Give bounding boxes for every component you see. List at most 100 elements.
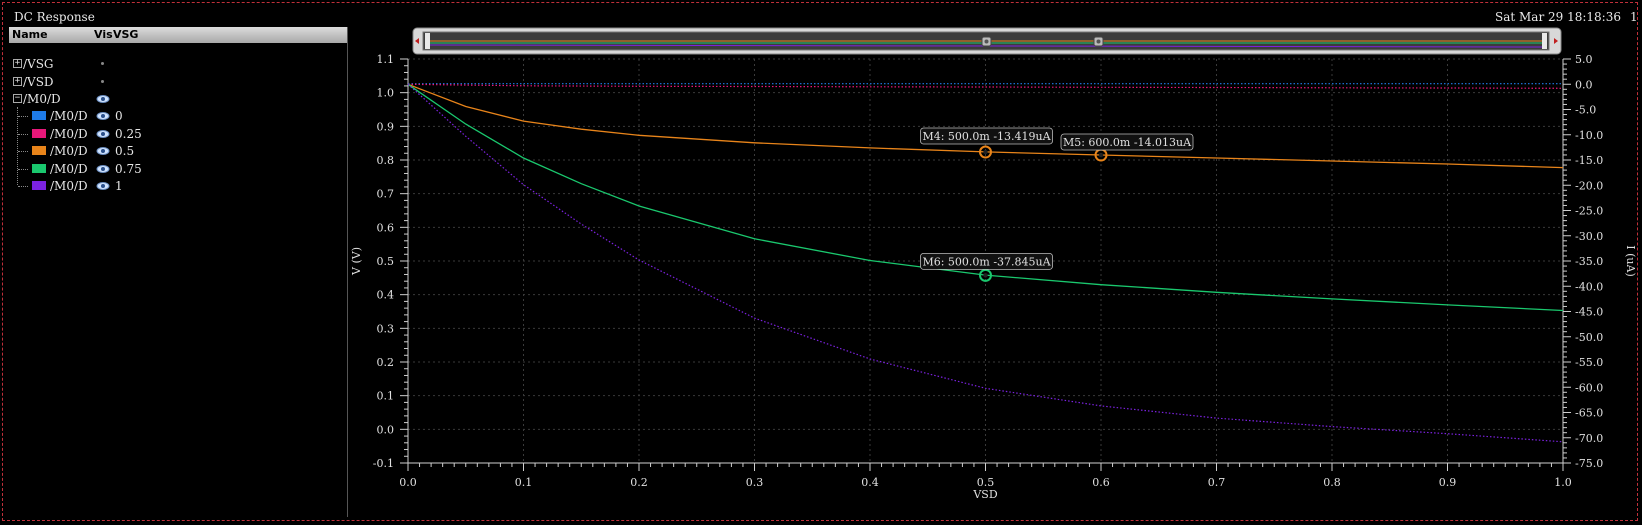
tree-group-row[interactable]: +/VSG — [9, 55, 347, 73]
expand-icon[interactable]: + — [13, 75, 22, 86]
x-tick-label: 0.7 — [1208, 476, 1226, 489]
trace-label: /M0/D — [50, 109, 88, 123]
y-left-tick-label: 0.8 — [377, 154, 395, 167]
y-right-tick-label: -75.0 — [1575, 457, 1603, 470]
y-left-tick-label: 1.1 — [377, 53, 395, 66]
y-right-tick-label: -40.0 — [1575, 280, 1603, 293]
y-left-tick-label: 0.0 — [377, 423, 395, 436]
y-right-tick-label: -25.0 — [1575, 205, 1603, 218]
trace-color-swatch — [32, 181, 46, 190]
x-tick-label: 0.2 — [630, 476, 648, 489]
marker-m4-label-box[interactable] — [920, 127, 1053, 145]
marker-m6-label-box[interactable] — [920, 252, 1053, 270]
y-left-tick-label: 0.9 — [377, 120, 395, 133]
tree-group-label: /M0/D — [23, 92, 61, 106]
visibility-eye-icon[interactable] — [96, 92, 110, 106]
tree-connector — [18, 151, 28, 152]
tree-connector — [17, 107, 18, 185]
window-title: DC Response — [14, 10, 95, 24]
trace-label: /M0/D — [50, 144, 88, 158]
overview-left-handle[interactable] — [425, 33, 430, 49]
trace-row[interactable]: /M0/D 0.25 — [9, 125, 347, 143]
y-right-tick-label: -50.0 — [1575, 331, 1603, 344]
x-axis-title: VSD — [972, 488, 997, 501]
x-tick-label: 0.3 — [746, 476, 764, 489]
visibility-eye-icon[interactable] — [96, 109, 110, 123]
marker-m4-point[interactable] — [979, 145, 992, 159]
trace-color-swatch — [32, 111, 46, 120]
marker-m4-center — [983, 149, 988, 155]
y-left-tick-label: 0.3 — [377, 322, 395, 335]
x-tick-label: 0.6 — [1092, 476, 1110, 489]
x-tick-label: 1.0 — [1554, 476, 1572, 489]
overview-marker-dot — [1096, 39, 1101, 44]
tree-group-label: /VSD — [23, 74, 54, 89]
visibility-eye-icon[interactable] — [96, 162, 110, 176]
expand-icon[interactable]: + — [13, 58, 22, 68]
page-number: 1 — [1630, 10, 1638, 24]
x-tick-label: 0.1 — [515, 476, 533, 489]
scroll-right-arrow-icon[interactable] — [1554, 38, 1558, 44]
trace-row[interactable]: /M0/D 0 — [9, 107, 347, 125]
marker-m6-label: M6: 500.0m -37.845uA — [922, 255, 1051, 268]
visibility-eye-icon[interactable] — [96, 179, 110, 193]
tree-group-row[interactable]: −/M0/D — [9, 90, 347, 108]
y-left-tick-label: 0.6 — [377, 221, 395, 234]
y-right-tick-label: -20.0 — [1575, 179, 1603, 192]
visibility-eye-icon[interactable] — [96, 127, 110, 141]
trace-param-value: 0 — [115, 109, 123, 123]
column-vis[interactable]: Vis — [94, 28, 113, 41]
marker-m5-label: M5: 600.0m -14.013uA — [1063, 136, 1192, 149]
collapse-icon[interactable]: − — [13, 93, 22, 103]
series-line-1[interactable] — [407, 83, 1564, 89]
y-left-tick-label: 1.0 — [377, 87, 395, 100]
trace-label: /M0/D — [50, 126, 88, 141]
tree-group-row[interactable]: +/VSD — [9, 73, 347, 91]
marker-m5-label-box[interactable] — [1060, 133, 1194, 151]
signal-browser: Name Vis VSG +/VSG +/VSD −/M0/D/M0/D 0/M0/D… — [9, 27, 348, 517]
y-left-tick-label: 0.5 — [377, 255, 395, 268]
column-param[interactable]: VSG — [113, 28, 139, 41]
y-axis-left-title: V (V) — [350, 247, 363, 276]
trace-label: /M0/D — [50, 161, 88, 176]
x-tick-label: 0.5 — [977, 476, 995, 489]
series-line-3[interactable] — [407, 83, 1564, 312]
visibility-dot-icon[interactable] — [101, 79, 104, 83]
trace-param-value: 0.5 — [115, 144, 135, 158]
marker-m6-point[interactable] — [979, 268, 992, 282]
y-left-tick-label: -0.1 — [373, 457, 394, 470]
y-right-tick-label: 0.0 — [1575, 78, 1593, 91]
overview-scrollbar[interactable] — [412, 27, 1562, 55]
tree-connector — [18, 116, 28, 117]
y-left-tick-label: 0.2 — [377, 356, 395, 369]
y-right-tick-label: -45.0 — [1575, 306, 1603, 319]
y-right-tick-label: -55.0 — [1575, 356, 1603, 369]
y-left-tick-label: 0.7 — [377, 188, 395, 201]
x-tick-label: 0.8 — [1323, 476, 1341, 489]
y-right-tick-label: -10.0 — [1575, 129, 1603, 142]
y-right-tick-label: -15.0 — [1575, 154, 1603, 167]
trace-param-value: 1 — [115, 179, 123, 193]
tree-group-label: /VSG — [23, 57, 54, 71]
visibility-dot-icon[interactable] — [101, 62, 104, 65]
trace-row[interactable]: /M0/D 1 — [9, 177, 347, 195]
trace-row[interactable]: /M0/D 0.75 — [9, 160, 347, 178]
marker-m4-label: M4: 500.0m -13.419uA — [922, 130, 1051, 143]
y-right-tick-label: -30.0 — [1575, 230, 1603, 243]
series-group — [407, 83, 1564, 443]
overview-marker-dot — [984, 39, 989, 44]
trace-label: /M0/D — [50, 179, 88, 193]
scroll-left-arrow-icon[interactable] — [415, 38, 419, 44]
column-name[interactable]: Name — [12, 28, 48, 41]
series-line-4[interactable] — [407, 83, 1564, 443]
y-right-tick-label: -70.0 — [1575, 432, 1603, 445]
trace-param-value: 0.25 — [115, 126, 142, 141]
trace-row[interactable]: /M0/D 0.5 — [9, 142, 347, 160]
series-line-2[interactable] — [407, 83, 1564, 169]
overview-right-handle[interactable] — [1542, 33, 1547, 49]
tree-connector — [18, 168, 28, 170]
visibility-eye-icon[interactable] — [96, 144, 110, 158]
y-right-tick-label: 5.0 — [1575, 53, 1593, 66]
trace-color-swatch — [32, 163, 46, 173]
